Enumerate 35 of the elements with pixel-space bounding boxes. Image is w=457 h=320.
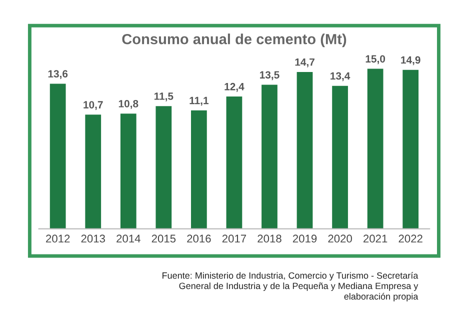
data-label: 14,7 <box>295 58 314 68</box>
x-tick-label: 2016 <box>187 234 211 243</box>
data-label: 12,4 <box>224 82 244 92</box>
chart-title: Consumo anual de cemento (Mt) <box>122 34 346 48</box>
x-tick-label: 2021 <box>364 234 388 243</box>
x-tick-label: 2013 <box>81 234 105 243</box>
source-note: Fuente: Ministerio de Industria, Comercio y Turismo - Secretaría General de Industria y de la Pequeña y Mediana Empresa y elaboración propia <box>162 272 418 302</box>
x-tick-label: 2019 <box>292 234 317 243</box>
bar <box>402 70 419 229</box>
data-label: 13,6 <box>48 70 68 80</box>
x-tick-label: 2020 <box>328 234 352 243</box>
bar <box>226 96 242 229</box>
x-tick-label: 2017 <box>222 234 246 243</box>
data-label: 13,5 <box>260 71 280 80</box>
data-label: 15,0 <box>366 55 386 64</box>
data-label: 11,1 <box>190 96 208 106</box>
bar <box>191 110 207 229</box>
data-label: 11,5 <box>154 92 174 102</box>
bar <box>85 114 102 229</box>
x-tick-label: 2012 <box>46 234 70 243</box>
bar <box>156 106 172 229</box>
bar <box>332 86 348 229</box>
x-tick-label: 2022 <box>398 234 422 243</box>
bar <box>296 72 313 229</box>
data-label: 10,7 <box>84 101 103 110</box>
x-tick-label: 2015 <box>152 234 176 243</box>
data-label: 13,4 <box>330 72 350 82</box>
bar <box>120 114 136 229</box>
bar <box>50 84 66 229</box>
x-tick-label: 2018 <box>258 234 282 243</box>
bar <box>262 84 278 229</box>
data-label: 10,8 <box>118 100 138 109</box>
x-tick-label: 2014 <box>116 234 140 243</box>
data-label: 14,9 <box>401 56 420 66</box>
bar <box>367 68 384 229</box>
